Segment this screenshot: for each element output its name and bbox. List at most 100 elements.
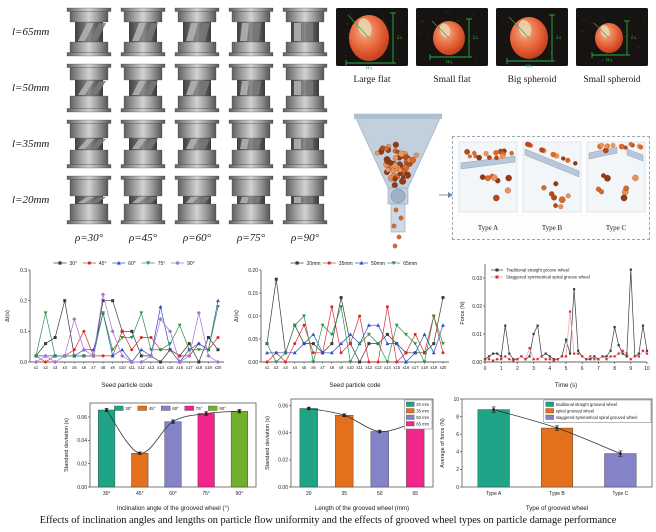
svg-text:0.2: 0.2	[20, 298, 27, 304]
svg-text:65mm: 65mm	[403, 261, 417, 267]
svg-text:Type A: Type A	[486, 491, 502, 497]
svg-text:30°: 30°	[103, 491, 111, 497]
grooved-wheel-render-icon	[66, 175, 112, 225]
seed-photo-item: Ls Ws Small flat	[414, 8, 490, 85]
svg-text:10: 10	[453, 397, 459, 403]
svg-text:45°: 45°	[149, 406, 156, 411]
svg-text:0.0: 0.0	[20, 360, 27, 366]
wheel-col-label: ρ=30°	[74, 232, 104, 244]
angle-bars-svg: 0.00 0.02 0.04 0.06 Standard deviation (s) In…	[64, 402, 257, 512]
svg-text:50mm: 50mm	[371, 261, 385, 267]
length-line-svg: 0.00 0.05 0.10 0.15 0.20 Δt(s) Seed particle c…	[234, 260, 449, 389]
svg-text:6: 6	[581, 366, 584, 372]
seed-photo-item: Ls Ws Small spheroid	[574, 8, 650, 85]
svg-text:x20: x20	[440, 365, 447, 370]
svg-text:x17: x17	[412, 365, 419, 370]
svg-text:x4: x4	[63, 365, 68, 370]
length-bars-svg: 0.00 0.02 0.04 0.06 Standard deviation (s) Le…	[265, 398, 434, 512]
svg-text:35 mm: 35 mm	[416, 408, 429, 413]
svg-text:Ls: Ls	[472, 35, 478, 41]
svg-text:x2: x2	[274, 365, 279, 370]
svg-text:2: 2	[456, 467, 459, 473]
svg-text:Type of grooved wheel: Type of grooved wheel	[526, 505, 588, 512]
svg-text:0: 0	[484, 366, 487, 372]
svg-text:0.02: 0.02	[278, 458, 288, 464]
svg-text:Ls: Ls	[630, 35, 636, 41]
svg-text:0.15: 0.15	[248, 291, 258, 297]
svg-text:0: 0	[456, 485, 459, 491]
svg-text:x3: x3	[283, 365, 288, 370]
svg-text:0.10: 0.10	[248, 314, 258, 320]
svg-text:60°: 60°	[169, 491, 177, 497]
svg-text:90°: 90°	[219, 406, 226, 411]
svg-text:x16: x16	[176, 365, 183, 370]
grooved-wheel-render-icon	[120, 119, 166, 169]
svg-text:Ws: Ws	[526, 64, 533, 70]
svg-text:0.3: 0.3	[20, 268, 27, 274]
svg-text:x12: x12	[366, 365, 373, 370]
grooved-wheel-render-icon	[174, 63, 220, 113]
grooved-wheel-render-icon	[282, 7, 328, 57]
seed-type-photos: Ls Ws Large flat Ls Ws Small flat Ls Ws Big sphe…	[334, 8, 654, 106]
seed-photo: Ls Ws	[496, 8, 568, 70]
svg-text:x3: x3	[53, 365, 58, 370]
svg-text:0.04: 0.04	[278, 431, 288, 437]
svg-text:45°: 45°	[99, 261, 107, 267]
chart-length-flow-uniformity: 0.00 0.05 0.10 0.15 0.20 Δt(s) Seed particle c…	[229, 256, 455, 395]
svg-text:30°: 30°	[70, 261, 78, 267]
svg-text:x18: x18	[421, 365, 428, 370]
svg-text:x19: x19	[205, 365, 212, 370]
grooved-wheel-render-icon	[174, 175, 220, 225]
svg-text:staggered symmetrical spiral g: staggered symmetrical spiral grooved whe…	[556, 415, 638, 420]
wheel-row-label: l=35mm	[12, 138, 50, 150]
svg-text:Seed particle code: Seed particle code	[101, 382, 153, 389]
svg-text:Ws: Ws	[446, 60, 453, 66]
angle-line-svg: 0.0 0.1 0.2 0.3 Δt(s) Seed particle code x1 x2 x…	[5, 260, 224, 389]
svg-text:8: 8	[613, 366, 616, 372]
svg-text:6: 6	[456, 432, 459, 438]
seed-photo: Ls Ws	[336, 8, 408, 72]
wheel-type-inset: Type A Type B Type C	[452, 136, 650, 240]
svg-text:50: 50	[377, 491, 383, 497]
svg-text:x9: x9	[110, 365, 115, 370]
svg-text:Standard deviation (s): Standard deviation (s)	[64, 418, 70, 472]
grooved-wheel-render-icon	[120, 175, 166, 225]
wheel-col-label: ρ=45°	[128, 232, 158, 244]
svg-text:0.01: 0.01	[472, 332, 482, 338]
grooved-wheel-render-icon	[174, 7, 220, 57]
type-label: Type A	[478, 224, 498, 232]
arrow-icon	[439, 192, 453, 198]
svg-text:4: 4	[456, 450, 459, 456]
svg-text:Ls: Ls	[555, 35, 561, 41]
svg-text:Average of force (N): Average of force (N)	[440, 418, 446, 468]
svg-text:8: 8	[456, 414, 459, 420]
figure-caption: Effects of inclination angles and length…	[39, 515, 617, 526]
hopper-image	[353, 113, 443, 249]
svg-text:30°: 30°	[125, 406, 132, 411]
svg-text:45°: 45°	[136, 491, 144, 497]
svg-text:0.02: 0.02	[77, 461, 87, 467]
svg-text:spiral grooved wheel: spiral grooved wheel	[556, 408, 594, 413]
svg-text:Standard deviation (s): Standard deviation (s)	[265, 416, 271, 470]
seed-photo: Ls Ws	[576, 8, 648, 66]
svg-text:x14: x14	[157, 365, 164, 370]
svg-text:x5: x5	[302, 365, 307, 370]
chart-angle-flow-uniformity: 0.0 0.1 0.2 0.3 Δt(s) Seed particle code x1 x2 x…	[0, 256, 230, 395]
wheel-type-comparison: Type A Type B Type C	[458, 141, 646, 232]
svg-text:x9: x9	[339, 365, 344, 370]
svg-text:0.04: 0.04	[77, 438, 87, 444]
svg-text:Δt(s): Δt(s)	[234, 310, 240, 322]
svg-text:x7: x7	[320, 365, 325, 370]
wheel-row-label: l=50mm	[12, 82, 50, 94]
grooved-wheel-grid: l=65mm l=50mm l=35mm l=20mm ρ=30° ρ=45° ρ=60° ρ…	[8, 4, 332, 252]
svg-text:x12: x12	[138, 365, 145, 370]
svg-text:Ws: Ws	[606, 58, 613, 64]
svg-text:0.05: 0.05	[248, 337, 258, 343]
grooved-wheel-render-icon	[228, 7, 274, 57]
wheel-row-label: l=65mm	[12, 26, 50, 38]
wheel-col-label: ρ=90°	[290, 232, 320, 244]
svg-text:x10: x10	[347, 365, 354, 370]
svg-text:Ls: Ls	[396, 35, 402, 41]
grooved-wheel-render-icon	[228, 119, 274, 169]
svg-text:3: 3	[532, 366, 535, 372]
